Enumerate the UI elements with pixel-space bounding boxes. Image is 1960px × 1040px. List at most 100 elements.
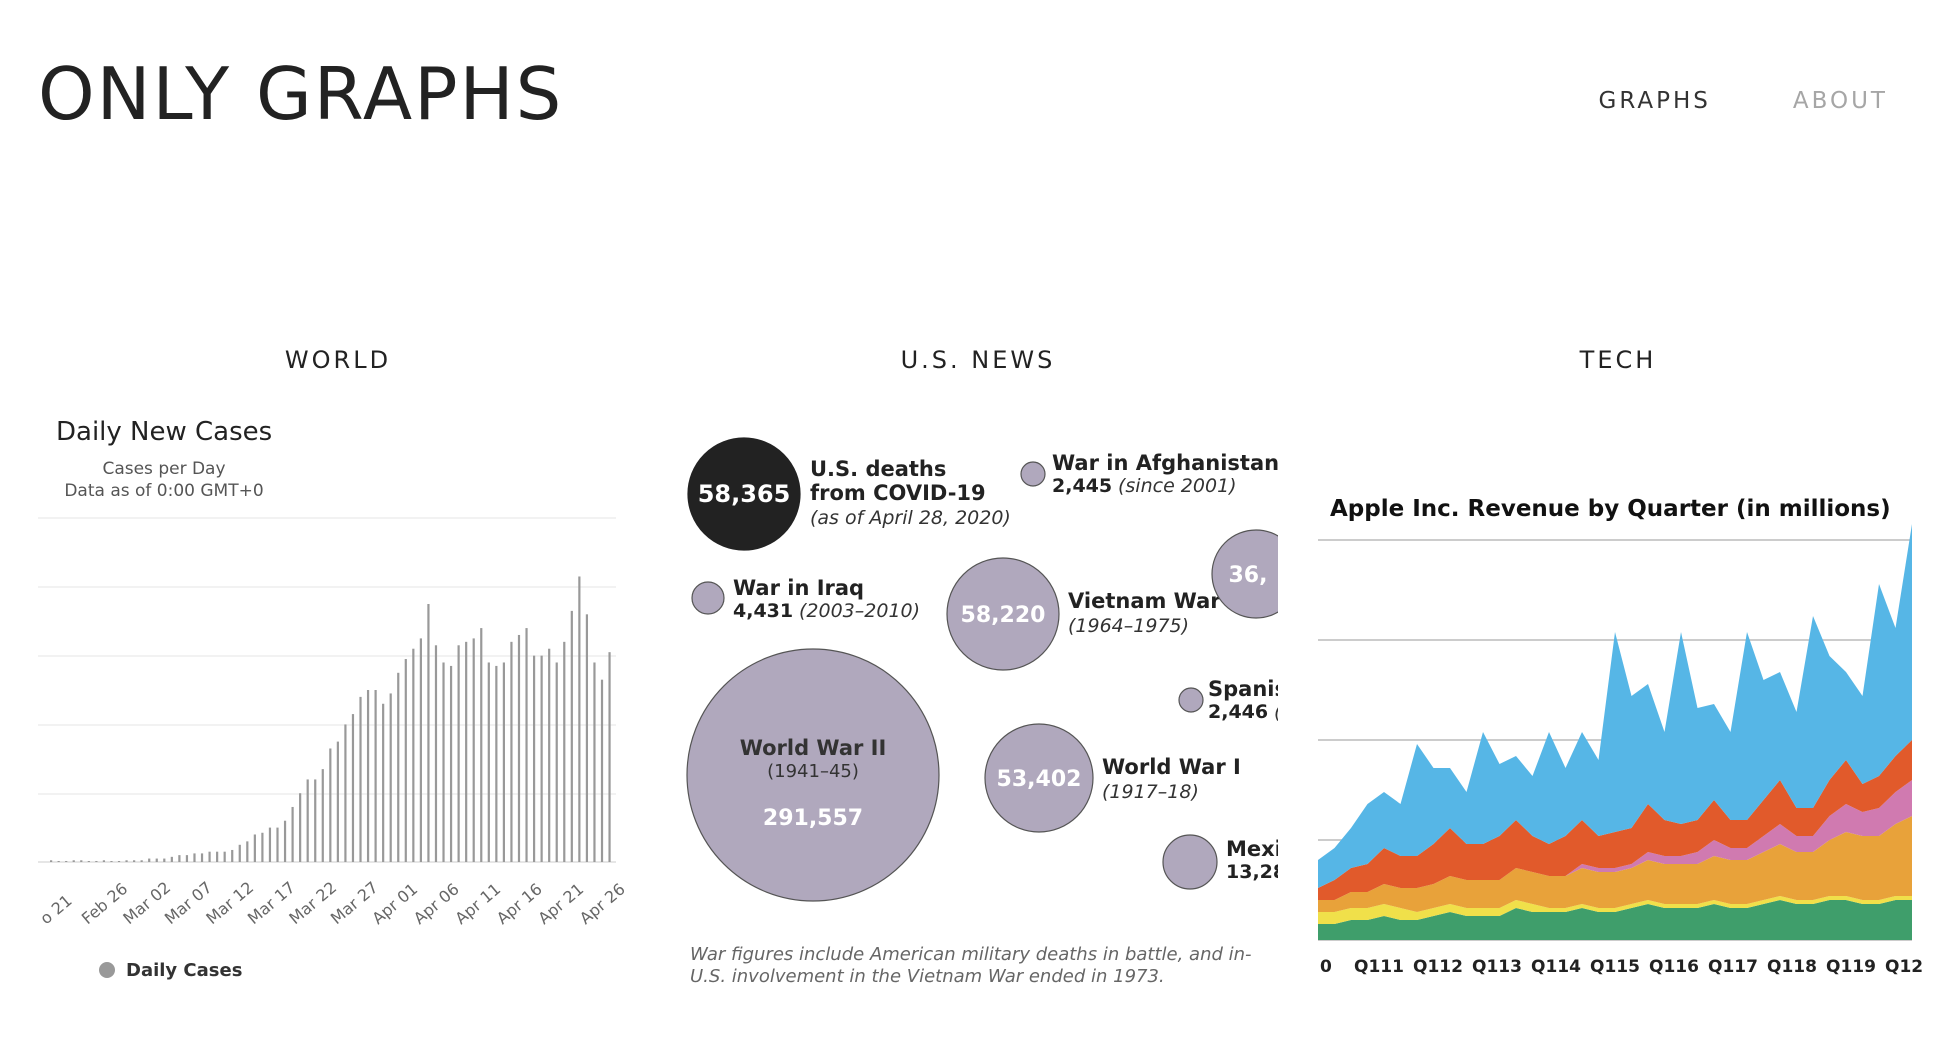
war-bubble: 58,220 Vietnam War(1964–1975) [946, 557, 1221, 671]
revenue-area-series [1318, 780, 1912, 900]
column-title-us-news[interactable]: U.S. NEWS [900, 346, 1056, 374]
bubble-circle [946, 557, 1060, 671]
bubble-note: (1941–45) [767, 761, 859, 782]
bubble-value: 4,431 [733, 600, 793, 622]
bar [442, 662, 445, 862]
bar [495, 665, 498, 862]
bar [65, 861, 68, 862]
bar [238, 844, 241, 862]
bar [540, 655, 543, 862]
footnote-line-2: U.S. involvement in the Vietnam War ende… [690, 966, 1165, 987]
bar [87, 861, 90, 862]
bar [366, 690, 370, 862]
bubble-circle [1020, 461, 1046, 487]
bar [185, 855, 189, 862]
x-tick-label: Apr 21 [534, 879, 587, 928]
bar [608, 652, 611, 862]
bubble-name: Spanis [1208, 677, 1278, 701]
x-tick-label: Apr 26 [576, 879, 629, 928]
bar [253, 834, 256, 862]
column-title-world[interactable]: WORLD [284, 346, 392, 374]
bar [359, 696, 362, 862]
x-tick-label: Q115 [1590, 957, 1640, 977]
bubble-note: (since 2001) [1118, 475, 1237, 497]
bubble-note: ( [1274, 701, 1278, 723]
bubble-name: from COVID-19 [810, 481, 986, 505]
column-title-tech[interactable]: TECH [1579, 346, 1657, 374]
bar [548, 648, 551, 862]
bar [397, 672, 400, 862]
bubble-circle [691, 581, 725, 615]
world-graph-card[interactable]: Daily New Cases Cases per Day Data as of… [38, 400, 638, 1000]
bar [329, 748, 332, 862]
cases-chart-title: Daily New Cases [56, 417, 272, 447]
bar [223, 851, 226, 862]
bar [216, 851, 219, 862]
x-tick-label: Q111 [1354, 957, 1404, 977]
cases-chart-subtitle: Cases per Day [102, 459, 225, 479]
bar [268, 827, 272, 862]
bar [246, 841, 249, 862]
bar [155, 858, 158, 862]
bubble-note: (2003–2010) [799, 600, 920, 622]
bubble-value: 36, [1229, 563, 1268, 588]
bar [50, 860, 53, 862]
bar [321, 769, 324, 862]
bar [570, 610, 573, 862]
bar [193, 853, 196, 862]
footnote-line-1: War figures include American military de… [690, 944, 1252, 965]
bar [487, 662, 490, 862]
bubble-circle [686, 648, 940, 902]
bar [472, 638, 475, 862]
bar [110, 861, 113, 862]
bar [291, 806, 294, 862]
legend-label[interactable]: Daily Cases [126, 960, 242, 981]
bar [480, 628, 483, 862]
bar [382, 703, 385, 862]
apple-chart-title: Apple Inc. Revenue by Quarter (in millio… [1330, 496, 1891, 522]
x-tick-label: Q112 [1413, 957, 1463, 977]
bubble-name: War in Iraq [733, 576, 864, 600]
x-tick-label: o 21 [38, 891, 76, 928]
bubble-value: 13,28 [1226, 861, 1278, 883]
war-bubble: World War II(1941–45) 291,557 [686, 648, 940, 902]
bar [412, 648, 415, 862]
bubble-note: (1917–18) [1102, 781, 1199, 803]
bar [140, 860, 143, 862]
bar [163, 858, 166, 862]
bubble-name: World War I [1102, 755, 1241, 779]
bubble-note: (1964–1975) [1068, 615, 1189, 637]
revenue-area-series [1318, 524, 1912, 888]
nav-graphs[interactable]: GRAPHS [1598, 88, 1711, 114]
bar [95, 861, 98, 862]
war-bubble: 36, [1211, 529, 1278, 619]
x-tick-label: Q120 [1885, 957, 1922, 977]
bar [555, 662, 558, 862]
bar [231, 849, 234, 862]
x-tick-label: Feb 26 [78, 879, 131, 928]
site-title[interactable]: ONLY GRAPHS [38, 52, 564, 136]
bar [283, 820, 287, 862]
bar [314, 779, 317, 862]
bubble-name: Mexi [1226, 837, 1278, 861]
us-news-graph-card[interactable]: 58,365 U.S. deaths from COVID-19 (as of Apr… [678, 400, 1278, 1000]
legend-marker [99, 962, 115, 978]
nav-about[interactable]: ABOUT [1792, 88, 1888, 114]
revenue-area-series [1318, 740, 1912, 900]
bar [593, 662, 596, 862]
revenue-area-series [1318, 816, 1912, 912]
tech-graph-card[interactable]: Apple Inc. Revenue by Quarter (in millio… [1310, 400, 1922, 1000]
bubble-value: 291,557 [763, 806, 863, 831]
bar [170, 856, 173, 862]
bar [117, 861, 121, 862]
bar [600, 679, 604, 862]
bubble-circle [687, 437, 801, 551]
bar [102, 860, 106, 862]
bar [351, 714, 355, 862]
x-tick-label: Q118 [1767, 957, 1817, 977]
x-tick-label: Q114 [1531, 957, 1581, 977]
